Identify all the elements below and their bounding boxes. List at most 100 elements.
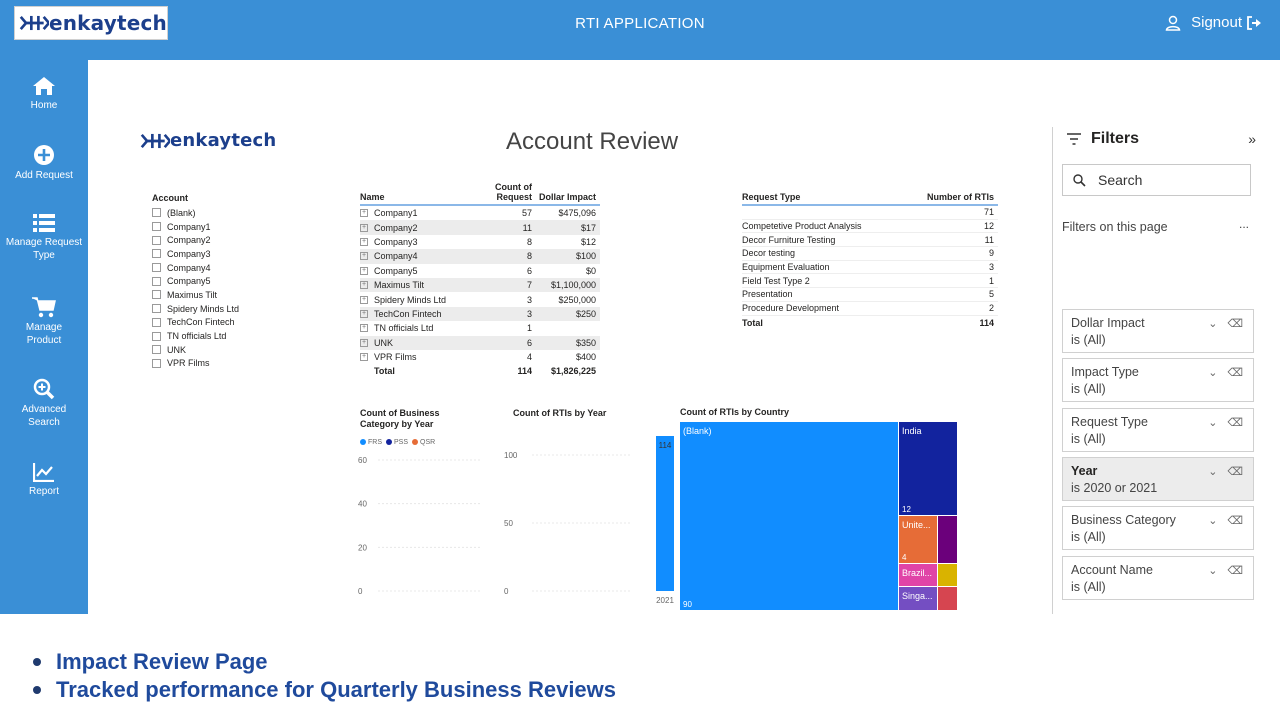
slicer-item[interactable]: (Blank) bbox=[152, 206, 239, 220]
chevron-down-icon[interactable]: ⌄ bbox=[1208, 318, 1218, 330]
sidebar-item-manage-product[interactable]: Manage Product bbox=[0, 296, 88, 347]
table-row[interactable]: + Company2 11 $17 bbox=[360, 220, 600, 235]
expand-icon[interactable]: + bbox=[360, 223, 368, 232]
expand-icon[interactable]: + bbox=[360, 266, 368, 275]
column-header-number[interactable]: Number of RTIs bbox=[926, 192, 994, 202]
table-row[interactable]: Field Test Type 2 1 bbox=[742, 274, 998, 289]
slicer-item[interactable]: Company5 bbox=[152, 274, 239, 288]
treemap-tile[interactable] bbox=[899, 422, 957, 515]
chevron-down-icon[interactable]: ⌄ bbox=[1208, 416, 1218, 429]
table-row[interactable]: Equipment Evaluation 3 bbox=[742, 261, 998, 275]
signout-button[interactable]: Signout bbox=[1191, 14, 1262, 31]
expand-icon[interactable]: + bbox=[360, 209, 368, 218]
sidebar-item-home[interactable]: Home bbox=[0, 76, 88, 112]
table-row[interactable]: 71 bbox=[742, 206, 998, 220]
column-header-count[interactable]: Count of Request bbox=[495, 182, 532, 202]
table-row[interactable]: + Company5 6 $0 bbox=[360, 264, 600, 278]
expand-icon[interactable]: + bbox=[360, 309, 368, 318]
chevron-down-icon[interactable]: ⌄ bbox=[1208, 465, 1218, 478]
expand-icon[interactable]: + bbox=[360, 281, 368, 290]
checkbox[interactable] bbox=[152, 263, 161, 273]
legend-item[interactable]: PSS bbox=[386, 439, 408, 446]
filter-card[interactable]: Year is 2020 or 2021 ⌄ ⌫ bbox=[1062, 456, 1254, 501]
treemap-tile[interactable] bbox=[899, 587, 937, 610]
table-row[interactable]: Procedure Development 2 bbox=[742, 302, 998, 316]
treemap-tile[interactable] bbox=[899, 564, 937, 586]
treemap-tile[interactable] bbox=[899, 516, 937, 563]
checkbox[interactable] bbox=[152, 276, 161, 286]
table-row[interactable]: Decor testing 9 bbox=[742, 247, 998, 261]
slicer-item[interactable]: UNK bbox=[152, 343, 239, 357]
expand-icon[interactable]: + bbox=[360, 295, 368, 304]
chevron-down-icon[interactable]: ⌄ bbox=[1208, 367, 1218, 380]
eraser-icon[interactable]: ⌫ bbox=[1227, 515, 1243, 528]
bar[interactable] bbox=[656, 436, 674, 591]
checkbox[interactable] bbox=[152, 345, 161, 355]
treemap-tile[interactable] bbox=[938, 564, 957, 586]
table-row[interactable]: Competetive Product Analysis 12 bbox=[742, 220, 998, 234]
slicer-item[interactable]: VPR Films bbox=[152, 357, 239, 371]
rtis-by-year-chart[interactable]: 100 50 0 114 2021 bbox=[502, 430, 682, 614]
chevron-down-icon[interactable]: ⌄ bbox=[1208, 515, 1218, 528]
expand-icon[interactable]: + bbox=[360, 324, 368, 333]
table-row[interactable]: + Company4 8 $100 bbox=[360, 249, 600, 264]
checkbox[interactable] bbox=[152, 304, 161, 314]
table-row[interactable]: + TN officials Ltd 1 bbox=[360, 321, 600, 335]
slicer-item[interactable]: Company1 bbox=[152, 220, 239, 234]
legend-item[interactable]: QSR bbox=[412, 439, 435, 446]
column-header-impact[interactable]: Dollar Impact bbox=[538, 192, 596, 202]
checkbox[interactable] bbox=[152, 331, 161, 341]
expand-icon[interactable]: + bbox=[360, 353, 368, 362]
filter-card[interactable]: Account Name is (All) ⌄ ⌫ bbox=[1062, 555, 1254, 600]
table-row[interactable]: Presentation 5 bbox=[742, 288, 998, 302]
slicer-item[interactable]: Maximus Tilt bbox=[152, 288, 239, 302]
eraser-icon[interactable]: ⌫ bbox=[1227, 564, 1243, 577]
table-row[interactable]: + TechCon Fintech 3 $250 bbox=[360, 306, 600, 322]
table-row[interactable]: + VPR Films 4 $400 bbox=[360, 350, 600, 364]
business-category-chart[interactable]: 60402003922532021 bbox=[354, 452, 484, 614]
sidebar-item-add-request[interactable]: Add Request bbox=[0, 144, 88, 182]
checkbox[interactable] bbox=[152, 249, 161, 259]
eraser-icon[interactable]: ⌫ bbox=[1227, 367, 1243, 380]
treemap-tile[interactable] bbox=[938, 516, 957, 563]
checkbox[interactable] bbox=[152, 358, 161, 368]
sidebar-item-manage-request-type[interactable]: Manage Request Type bbox=[0, 213, 88, 262]
eraser-icon[interactable]: ⌫ bbox=[1227, 416, 1243, 429]
slicer-item[interactable]: Company2 bbox=[152, 233, 239, 247]
user-icon[interactable] bbox=[1165, 15, 1181, 31]
checkbox[interactable] bbox=[152, 222, 161, 232]
expand-icon[interactable]: + bbox=[360, 237, 368, 246]
slicer-item[interactable]: Company3 bbox=[152, 247, 239, 261]
table-row[interactable]: + UNK 6 $350 bbox=[360, 335, 600, 350]
filter-card[interactable]: Business Category is (All) ⌄ ⌫ bbox=[1062, 506, 1254, 551]
checkbox[interactable] bbox=[152, 208, 161, 218]
treemap-tile[interactable] bbox=[680, 422, 898, 610]
eraser-icon[interactable]: ⌫ bbox=[1227, 318, 1243, 330]
table-row[interactable]: + Company3 8 $12 bbox=[360, 235, 600, 249]
slicer-item[interactable]: Spidery Minds Ltd bbox=[152, 302, 239, 316]
chevron-down-icon[interactable]: ⌄ bbox=[1208, 564, 1218, 577]
eraser-icon[interactable]: ⌫ bbox=[1227, 465, 1243, 478]
slicer-item[interactable]: TechCon Fintech bbox=[152, 316, 239, 330]
slicer-item[interactable]: TN officials Ltd bbox=[152, 329, 239, 343]
legend-item[interactable]: FRS bbox=[360, 439, 382, 446]
checkbox[interactable] bbox=[152, 235, 161, 245]
expand-icon[interactable]: + bbox=[360, 252, 368, 261]
country-treemap[interactable]: (Blank) 90 India 12 Unite... 4 Brazil... Singa.… bbox=[680, 422, 960, 612]
column-header-name[interactable]: Name bbox=[360, 192, 385, 202]
table-row[interactable]: + Spidery Minds Ltd 3 $250,000 bbox=[360, 292, 600, 306]
more-options-icon[interactable]: ... bbox=[1238, 217, 1249, 231]
treemap-tile[interactable] bbox=[938, 587, 957, 610]
expand-icon[interactable]: + bbox=[360, 338, 368, 347]
filters-search-input[interactable]: Search bbox=[1062, 164, 1251, 196]
checkbox[interactable] bbox=[152, 317, 161, 327]
table-row[interactable]: Decor Furniture Testing 11 bbox=[742, 233, 998, 248]
sidebar-item-report[interactable]: Report bbox=[0, 462, 88, 498]
sidebar-item-advanced-search[interactable]: Advanced Search bbox=[0, 378, 88, 429]
checkbox[interactable] bbox=[152, 290, 161, 300]
expand-pane-icon[interactable]: » bbox=[1248, 131, 1256, 147]
column-header-request-type[interactable]: Request Type bbox=[742, 192, 801, 202]
filter-card[interactable]: Request Type is (All) ⌄ ⌫ bbox=[1062, 407, 1254, 452]
filter-card[interactable]: Impact Type is (All) ⌄ ⌫ bbox=[1062, 358, 1254, 403]
app-logo[interactable]: enkaytech bbox=[14, 6, 168, 40]
